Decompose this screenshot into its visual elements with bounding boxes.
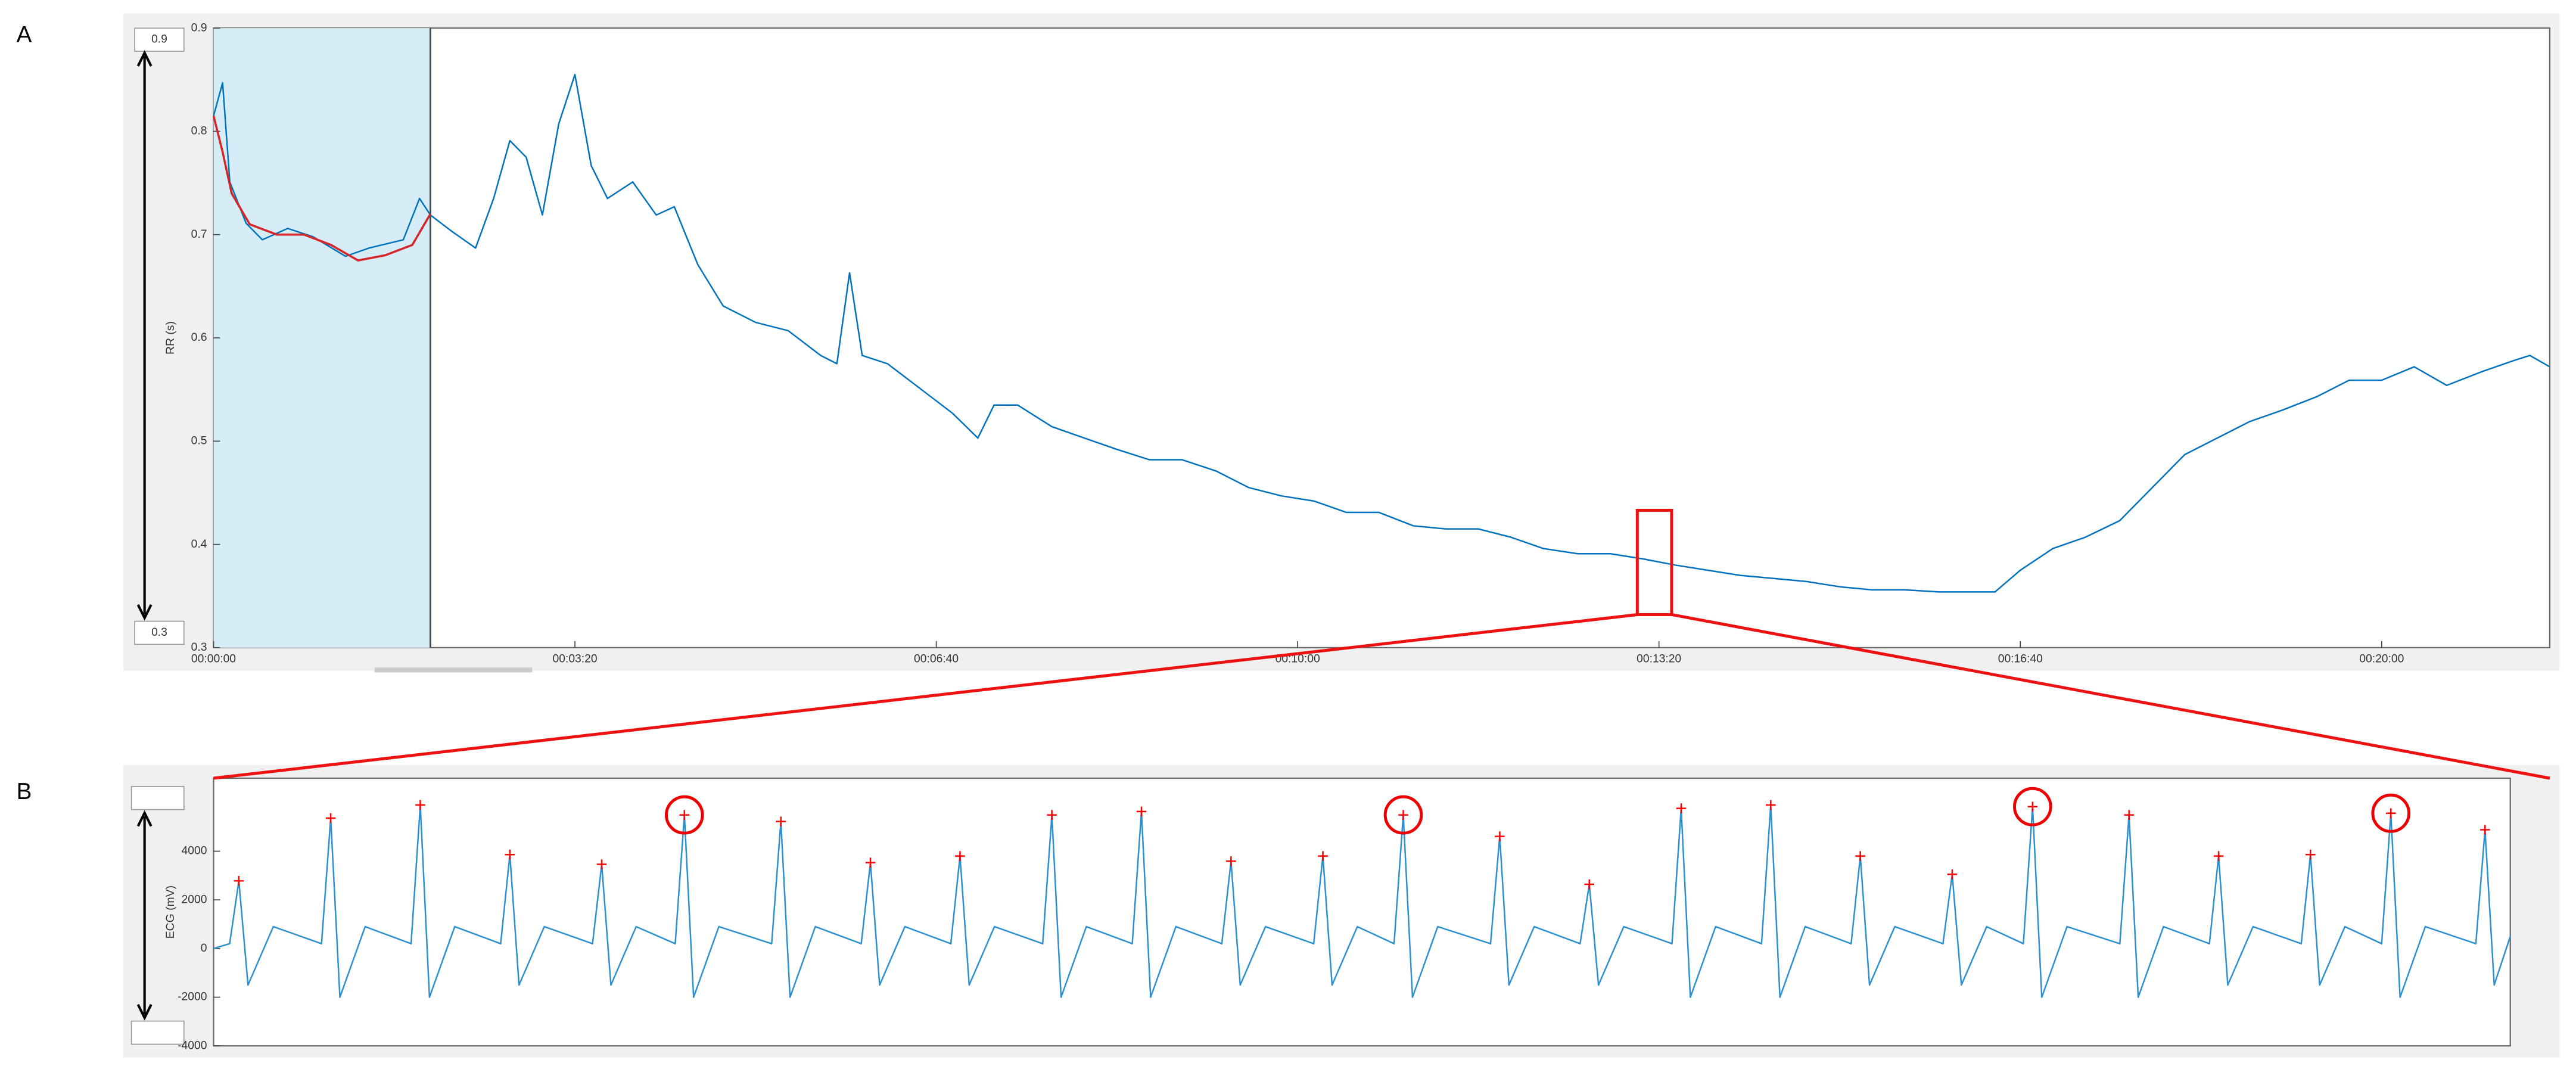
peak-marker <box>325 813 336 823</box>
scrollbar[interactable] <box>374 667 533 673</box>
y-tick-label: -2000 <box>178 990 207 1003</box>
shaded-region <box>213 28 431 648</box>
peak-marker <box>2480 825 2490 835</box>
peak-marker <box>1047 810 1057 820</box>
data-line <box>213 804 2511 998</box>
x-tick-label: 00:20:00 <box>2359 652 2404 665</box>
trend-line <box>212 116 431 262</box>
peak-marker <box>1136 806 1147 817</box>
peak-circle <box>1383 795 1423 835</box>
zoom-connector <box>1671 613 2550 780</box>
data-line <box>213 73 2550 593</box>
peak-marker <box>1495 831 1505 841</box>
y-tick-label: 0.4 <box>191 537 207 551</box>
range-arrow-head <box>136 810 153 1021</box>
range-box-label: 0.9 <box>151 33 167 46</box>
plot-area <box>213 27 2550 649</box>
peak-circle <box>664 795 704 835</box>
zoom-box <box>1635 508 1673 616</box>
peak-marker <box>1676 803 1687 813</box>
panel-label: B <box>17 779 32 804</box>
x-tick-label: 00:16:40 <box>1998 652 2043 665</box>
peak-marker <box>2213 851 2224 861</box>
peak-marker <box>1947 869 1958 880</box>
peak-marker <box>1766 800 1776 810</box>
y-tick-label: -4000 <box>178 1039 207 1052</box>
y-tick-label: 4000 <box>182 844 207 857</box>
plot-area <box>213 777 2511 1047</box>
range-arrow-head <box>136 50 153 621</box>
y-tick-label: 2000 <box>182 893 207 906</box>
peak-marker <box>415 800 425 810</box>
range-box-label: 0.3 <box>151 626 167 639</box>
peak-marker <box>234 875 244 886</box>
peak-marker <box>1226 856 1236 866</box>
peak-marker <box>2385 808 2396 819</box>
peak-marker <box>865 857 876 868</box>
y-axis-label: ECG (mV) <box>164 885 177 939</box>
x-tick-label: 00:00:00 <box>191 652 236 665</box>
y-tick-label: 0.7 <box>191 228 207 241</box>
y-tick-label: 0.8 <box>191 125 207 138</box>
peak-marker <box>1398 810 1408 820</box>
peak-marker <box>505 849 515 860</box>
peak-marker <box>2306 849 2316 860</box>
panel-label: A <box>17 22 32 48</box>
y-tick-label: 0.3 <box>191 641 207 654</box>
peak-circle <box>2012 787 2052 826</box>
y-axis-label: RR (s) <box>164 321 177 355</box>
peak-marker <box>596 859 607 869</box>
y-tick-label: 0.6 <box>191 331 207 344</box>
peak-marker <box>2027 801 2038 812</box>
range-box[interactable] <box>130 786 185 810</box>
peak-marker <box>1584 879 1595 890</box>
x-tick-label: 00:13:20 <box>1637 652 1681 665</box>
range-box[interactable] <box>130 1020 185 1045</box>
peak-marker <box>955 851 965 861</box>
range-box[interactable] <box>134 620 185 645</box>
x-tick-label: 00:03:20 <box>552 652 597 665</box>
peak-marker <box>679 810 690 820</box>
peak-marker <box>776 816 786 826</box>
y-tick-label: 0 <box>201 941 207 955</box>
y-tick-label: 0.9 <box>191 21 207 34</box>
zoom-connector <box>213 613 1638 780</box>
peak-marker <box>1855 851 1865 861</box>
peak-circle <box>2371 793 2411 833</box>
peak-marker <box>1318 851 1328 861</box>
y-tick-label: 0.5 <box>191 434 207 447</box>
peak-marker <box>2124 810 2134 820</box>
x-tick-label: 00:06:40 <box>914 652 959 665</box>
range-box[interactable] <box>134 27 185 52</box>
